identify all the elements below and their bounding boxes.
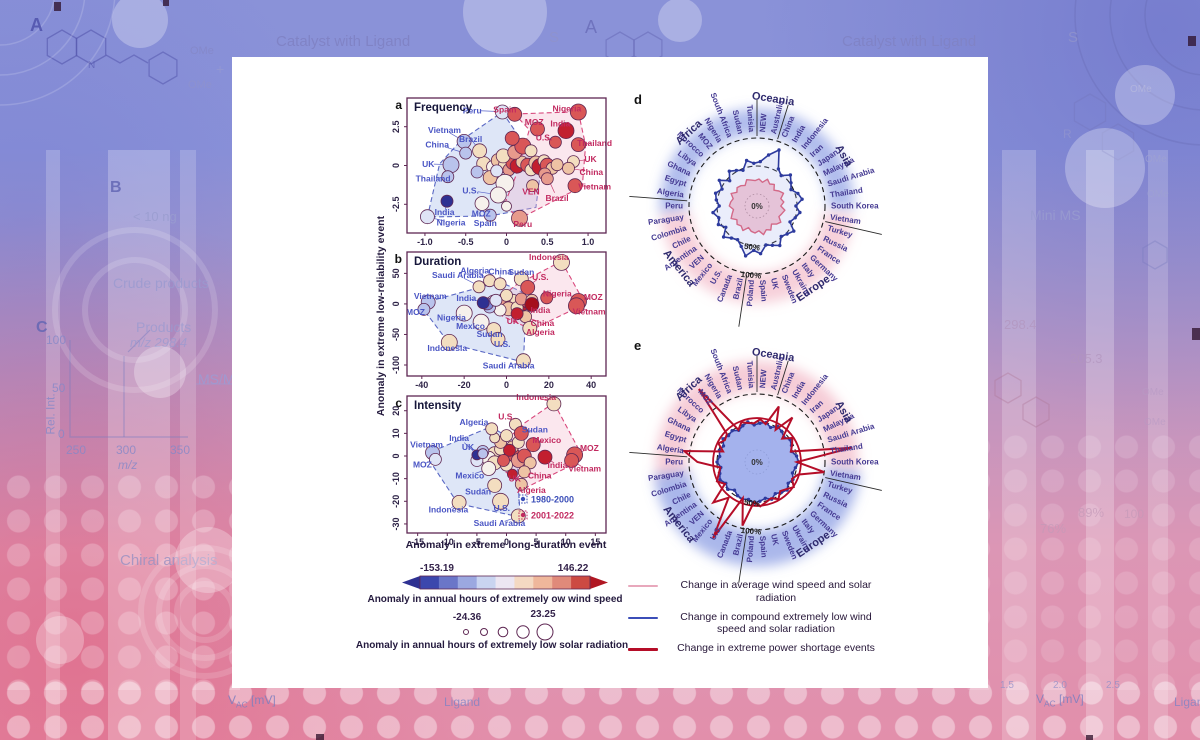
bg-dot-grid-right	[960, 430, 1200, 690]
legend-label: Change in extreme power shortage events	[677, 642, 875, 655]
bg-dark-mark	[1192, 328, 1200, 340]
bokeh-circle	[1115, 65, 1175, 125]
bg-stripe	[108, 150, 170, 740]
bg-stripe	[1086, 150, 1114, 740]
blue-line-swatch	[628, 616, 658, 619]
pink-line-swatch	[628, 585, 658, 588]
legend-label: Change in compound extremely low wind sp…	[680, 610, 872, 636]
bg-dark-mark	[316, 734, 324, 740]
bg-dot-grid-left	[0, 470, 240, 690]
bokeh-circle	[36, 616, 84, 664]
bg-dark-mark	[1086, 735, 1093, 740]
radar-line-legend: Change in average wind speed and solar r…	[628, 579, 890, 661]
bg-stripe	[1148, 150, 1168, 740]
red-line-swatch	[628, 648, 658, 651]
legend-row-shortage: Change in extreme power shortage events	[628, 642, 890, 655]
bg-stripe	[180, 150, 196, 740]
bg-stripe	[1002, 150, 1036, 740]
bokeh-circle	[175, 527, 241, 593]
figure-card	[232, 57, 988, 688]
bokeh-circle	[134, 346, 186, 398]
bg-stripe	[46, 150, 60, 740]
bokeh-circle	[658, 0, 702, 42]
bg-dark-mark	[163, 0, 169, 6]
legend-row-compound: Change in compound extremely low wind sp…	[628, 611, 890, 637]
legend-label: Change in average wind speed and solar r…	[680, 579, 872, 604]
bg-dark-mark	[1188, 36, 1196, 46]
bg-dark-mark	[54, 2, 61, 11]
bokeh-circle	[1065, 128, 1145, 208]
legend-row-average: Change in average wind speed and solar r…	[628, 579, 890, 605]
bokeh-circle	[112, 0, 168, 48]
